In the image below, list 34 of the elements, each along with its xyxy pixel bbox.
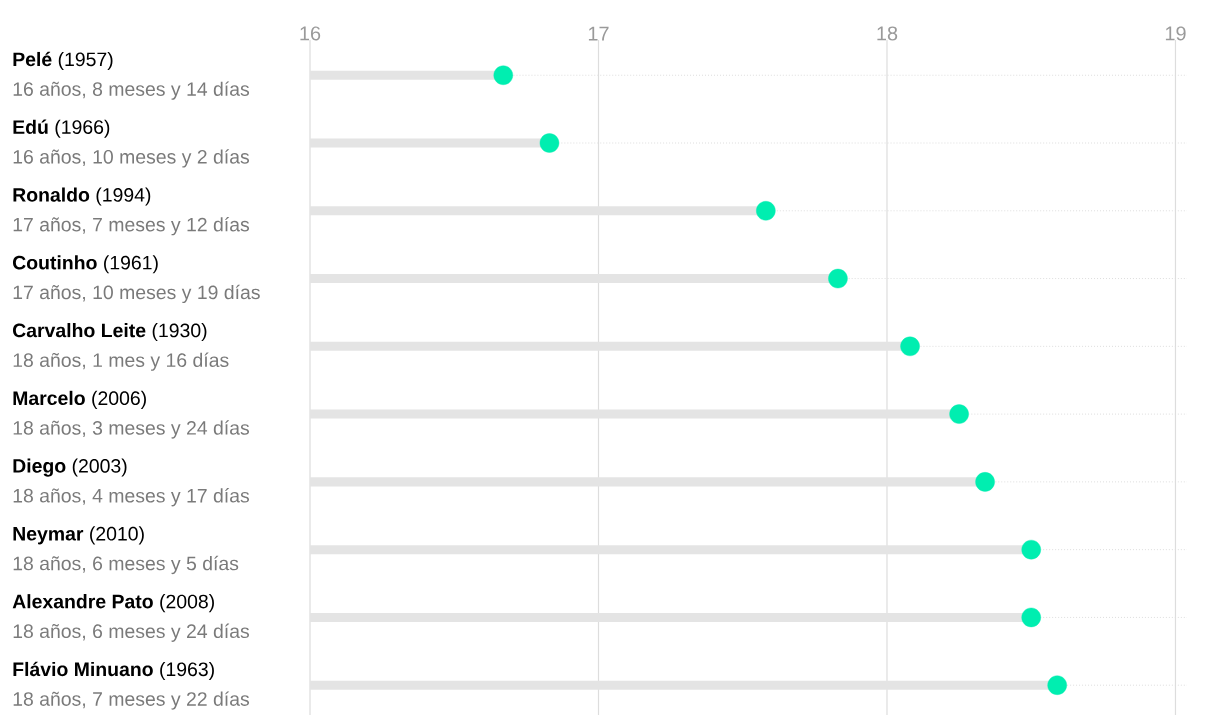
y-tick-label: Neymar (2010)	[13, 526, 144, 545]
point	[493, 65, 513, 85]
text: 17 años, 7 meses y 12 días	[13, 216, 250, 236]
point	[1047, 675, 1067, 695]
x-tick-label: 16	[300, 26, 321, 41]
text: 17 años, 10 meses y 19 días	[13, 284, 260, 304]
y-tick-label: Edú (1966)	[13, 119, 110, 138]
text: 18 años, 6 meses y 24 días	[13, 623, 250, 642]
text: 16 años, 10 meses y 2 días	[13, 149, 250, 168]
y-tick-label: Ronaldo (1994)	[13, 187, 151, 206]
point	[539, 133, 560, 153]
x-tick-label: 19	[1165, 26, 1186, 41]
point	[756, 201, 776, 221]
point	[1021, 607, 1041, 628]
y-tick-label: Marcelo (2006)	[13, 390, 146, 409]
point	[1021, 539, 1041, 560]
y-tick-label: Diego (2003)	[13, 458, 127, 477]
point	[900, 336, 920, 357]
y-tick-label: Alexandre Pato (2008)	[12, 594, 214, 613]
y-tick-label: Pelé (1957)	[13, 51, 113, 71]
text: 18 años, 6 meses y 5 días	[13, 555, 239, 575]
point	[828, 268, 848, 289]
y-tick-label: Flávio Minuano (1963)	[13, 661, 214, 680]
text: 16 años, 8 meses y 14 días	[13, 81, 250, 100]
point	[975, 472, 995, 492]
text: 18 años, 7 meses y 22 días	[13, 691, 250, 710]
point	[949, 404, 969, 424]
x-tick-label: 18	[877, 26, 898, 41]
y-tick-label: Coutinho (1961)	[12, 255, 158, 274]
x-tick-label: 17	[588, 26, 609, 41]
text: 18 años, 1 mes y 16 días	[13, 352, 229, 371]
text: 18 años, 3 meses y 24 días	[13, 420, 250, 439]
y-tick-label: Carvalho Leite (1930)	[12, 323, 207, 342]
text: 18 años, 4 meses y 17 días	[13, 488, 250, 507]
